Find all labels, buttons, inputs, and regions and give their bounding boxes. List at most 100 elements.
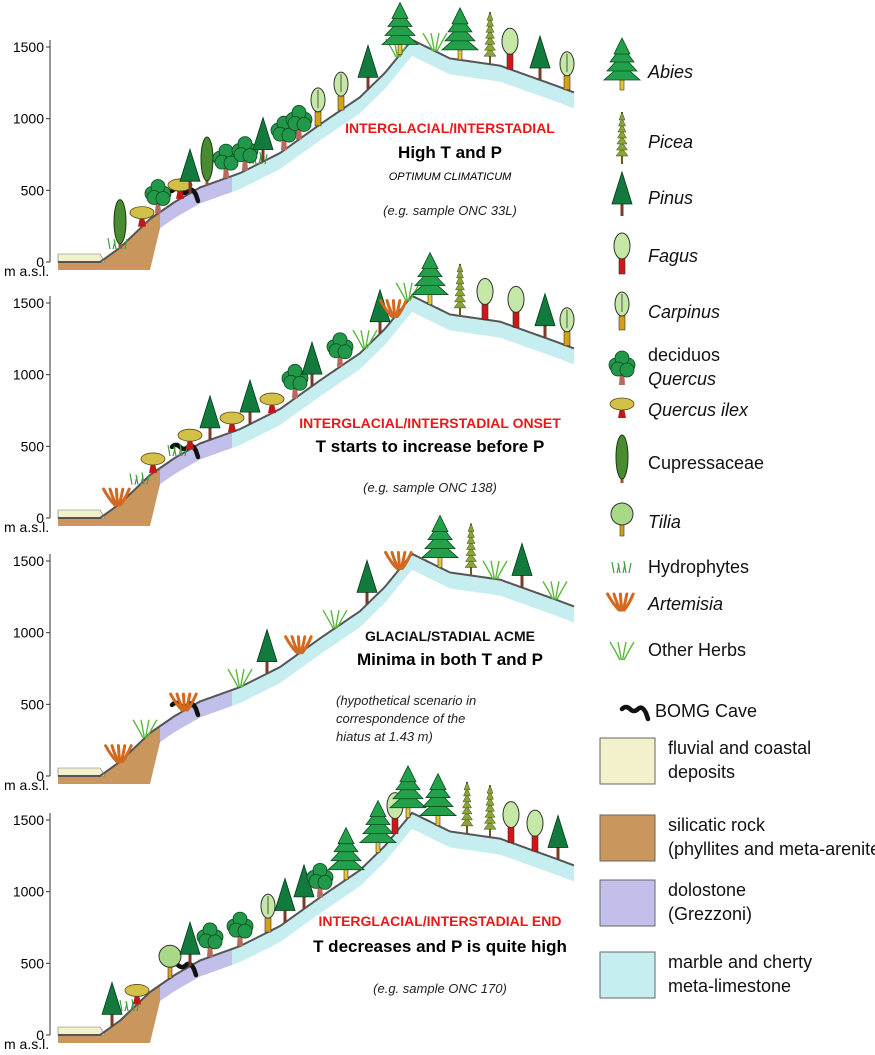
foliage xyxy=(483,820,497,830)
blade xyxy=(617,562,621,574)
blade xyxy=(611,561,615,574)
legend-item: marble and cherty meta-limestone xyxy=(599,951,812,999)
foliage xyxy=(507,285,525,313)
trunk xyxy=(365,592,369,605)
trunk xyxy=(265,661,269,674)
foliage xyxy=(326,853,366,871)
foliage xyxy=(362,817,394,835)
foliage xyxy=(357,44,379,78)
surface xyxy=(58,811,575,1036)
trunk xyxy=(110,1014,114,1027)
legend-label: Abies xyxy=(647,62,693,82)
trunk xyxy=(397,44,403,55)
foliage xyxy=(453,299,467,309)
axis-unit: m a.s.l. xyxy=(4,1036,49,1052)
foliage xyxy=(617,123,627,133)
foliage xyxy=(444,24,476,42)
foliage xyxy=(384,18,416,36)
trunk xyxy=(620,204,624,216)
foliage xyxy=(155,191,171,206)
tick-label: 500 xyxy=(21,955,45,971)
foliage xyxy=(476,277,494,305)
foliage xyxy=(486,11,494,21)
blade xyxy=(330,610,336,629)
foliage xyxy=(547,814,569,848)
blade xyxy=(407,282,413,301)
foliage xyxy=(502,801,520,829)
trunk xyxy=(118,241,122,248)
legend-item: Carpinus xyxy=(614,291,720,331)
blade xyxy=(135,474,139,485)
blade xyxy=(434,32,440,52)
legend-item: Tilia xyxy=(610,502,681,537)
foliage xyxy=(615,147,629,157)
foliage xyxy=(223,155,239,171)
legend-label: dolostone xyxy=(668,880,746,900)
foliage xyxy=(281,127,297,143)
foliage xyxy=(219,411,245,425)
foliage xyxy=(177,428,203,442)
trunk xyxy=(310,374,314,387)
trunk xyxy=(176,188,184,199)
foliage xyxy=(200,136,214,182)
trunk xyxy=(506,52,514,70)
foliage xyxy=(369,799,387,818)
tuft xyxy=(612,592,622,612)
legend-swatch xyxy=(599,814,656,862)
foliage xyxy=(463,787,471,797)
blade xyxy=(141,472,145,485)
trunk xyxy=(512,311,520,328)
tick-label: 500 xyxy=(21,438,45,454)
legend-label: Quercus xyxy=(648,369,716,389)
trunk xyxy=(619,523,625,537)
legend-label: Quercus ilex xyxy=(648,400,749,420)
legend-label: (Grezzoni) xyxy=(668,904,752,924)
tuft xyxy=(400,550,413,570)
trunk xyxy=(618,257,626,275)
silicatic-rock xyxy=(58,985,160,1043)
tuft xyxy=(104,744,119,764)
foliage xyxy=(618,117,626,127)
foliage xyxy=(124,984,150,997)
tuft xyxy=(396,550,402,570)
blade xyxy=(628,562,632,574)
foliage xyxy=(167,178,193,192)
cave xyxy=(619,704,651,722)
tuft xyxy=(169,692,184,712)
blade xyxy=(144,719,150,738)
tuft xyxy=(181,692,187,712)
legend-label: Picea xyxy=(648,132,693,152)
blade xyxy=(132,719,144,739)
blade xyxy=(107,237,111,250)
silicatic-rock xyxy=(58,212,160,270)
foliage xyxy=(456,263,464,273)
blade xyxy=(241,668,253,688)
panel-title: INTERGLACIAL/INTERSTADIAL ONSET xyxy=(299,415,561,431)
panel-note: correspondence of the xyxy=(336,711,465,726)
tick-label: 1000 xyxy=(13,111,44,127)
trunk xyxy=(435,815,441,826)
foliage xyxy=(388,791,428,809)
blade xyxy=(436,32,448,52)
tuft xyxy=(296,635,302,655)
foliage xyxy=(454,287,466,297)
blade xyxy=(352,329,364,349)
blade xyxy=(336,609,348,629)
foliage xyxy=(484,35,496,45)
tuft xyxy=(395,299,408,319)
trunk xyxy=(337,95,345,111)
blade xyxy=(364,330,370,349)
blade xyxy=(239,668,245,688)
panel-note: (hypothetical scenario in xyxy=(336,693,476,708)
legend-item: Artemisia xyxy=(606,592,723,614)
foliage xyxy=(464,559,478,568)
tuft xyxy=(391,299,397,319)
panel: 1500 1000 500 0m a.s.l. INTERGLACIAL/INTERST… xyxy=(4,1,575,279)
tick-label: 1500 xyxy=(13,812,44,828)
trunk xyxy=(563,75,571,91)
blade xyxy=(482,560,494,580)
foliage xyxy=(602,63,642,81)
axis-unit: m a.s.l. xyxy=(4,519,49,535)
foliage xyxy=(330,844,362,862)
